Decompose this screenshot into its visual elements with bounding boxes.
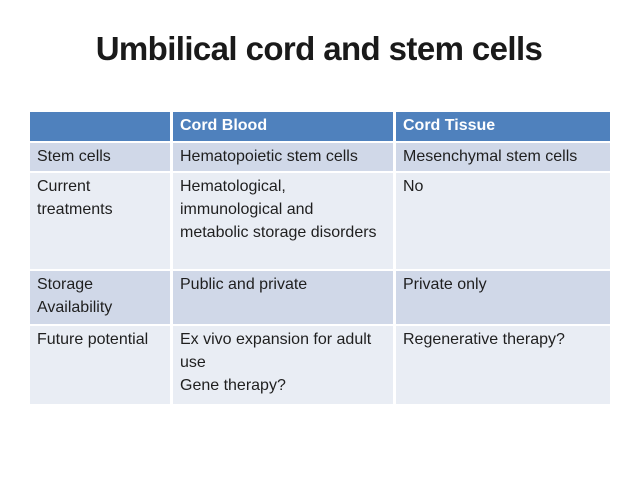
row-label-cell: Storage Availability [30,271,170,324]
comparison-table-container: Cord Blood Cord Tissue Stem cells Hemato… [27,110,613,406]
cord-tissue-cell: No [396,173,610,269]
cord-blood-cell: Ex vivo expansion for adult use Gene the… [173,326,393,404]
table-row-future-potential: Future potential Ex vivo expansion for a… [30,326,610,404]
comparison-table: Cord Blood Cord Tissue Stem cells Hemato… [27,110,613,406]
row-label-cell: Current treatments [30,173,170,269]
row-label-cell: Stem cells [30,143,170,171]
cord-tissue-cell: Private only [396,271,610,324]
table-header-row: Cord Blood Cord Tissue [30,112,610,141]
table-row-current-treatments: Current treatments Hematological, immuno… [30,173,610,269]
table-row-storage-availability: Storage Availability Public and private … [30,271,610,324]
slide-title: Umbilical cord and stem cells [95,30,543,67]
cord-blood-cell: Hematopoietic stem cells [173,143,393,171]
header-cell-cord-tissue: Cord Tissue [396,112,610,141]
row-label-cell: Future potential [30,326,170,404]
cord-blood-cell: Hematological, immunological and metabol… [173,173,393,269]
table-row-stem-cells: Stem cells Hematopoietic stem cells Mese… [30,143,610,171]
cord-tissue-cell: Mesenchymal stem cells [396,143,610,171]
cord-tissue-cell: Regenerative therapy? [396,326,610,404]
header-cell-blank [30,112,170,141]
cord-blood-cell: Public and private [173,271,393,324]
header-cell-cord-blood: Cord Blood [173,112,393,141]
